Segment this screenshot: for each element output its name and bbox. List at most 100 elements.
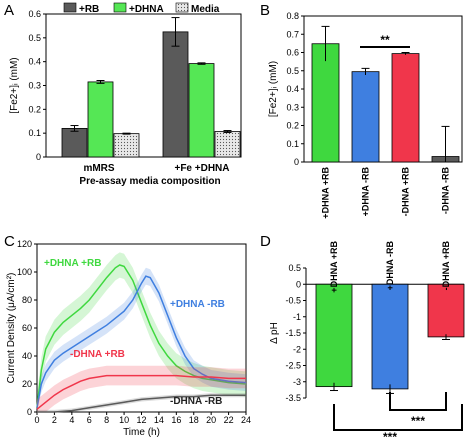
y-tick-label: 0.7 bbox=[286, 29, 299, 39]
x-tick-label: 20 bbox=[206, 415, 216, 425]
category-label: +DHNA -RB bbox=[385, 241, 395, 291]
bar bbox=[188, 63, 215, 158]
category-label: -DHNA +RB bbox=[441, 241, 451, 291]
y-tick-label: 0.1 bbox=[286, 139, 299, 149]
y-tick-label: 0.5 bbox=[286, 66, 299, 76]
category-label: -DHNA +RB bbox=[401, 167, 411, 217]
y-tick-label: 0 bbox=[294, 157, 299, 167]
y-tick-label: 20 bbox=[22, 379, 32, 389]
error-band bbox=[37, 252, 246, 412]
y-tick-label: -1 bbox=[293, 312, 301, 322]
x-tick-label: 24 bbox=[241, 415, 251, 425]
y-axis-title: Δ pH bbox=[269, 322, 280, 344]
y-tick-label: 80 bbox=[22, 295, 32, 305]
y-tick-label: -3.5 bbox=[285, 393, 301, 403]
bar bbox=[351, 71, 380, 163]
x-tick-label: 0 bbox=[34, 415, 39, 425]
x-tick-label: 10 bbox=[119, 415, 129, 425]
y-tick-label: 100 bbox=[17, 267, 32, 277]
significance-label: *** bbox=[383, 430, 397, 442]
panel-a: A 0 0.1 0.2 0.3 0.4 0.5 0.6 [Fe2+]ᵢ (mM) +RB +DHNA… bbox=[4, 2, 242, 187]
x-tick-label: 2 bbox=[52, 415, 57, 425]
y-tick-label: 0.5 bbox=[28, 33, 41, 43]
legend-swatch bbox=[175, 2, 189, 13]
panel-b: B 0 0.1 0.2 0.3 0.4 0.5 0.6 0.7 0.8 [Fe2+]ᵢ (mM) +D… bbox=[260, 2, 463, 219]
y-tick-label: 0.8 bbox=[286, 11, 299, 21]
bar bbox=[427, 283, 465, 338]
series-line bbox=[36, 275, 247, 408]
bar bbox=[315, 283, 353, 388]
legend-label: +RB bbox=[79, 4, 99, 15]
y-tick-label: 0.3 bbox=[28, 81, 41, 91]
x-axis-title: Time (h) bbox=[123, 427, 160, 438]
bar bbox=[61, 127, 88, 158]
panel-letter-d: D bbox=[260, 233, 271, 250]
x-tick-label: 12 bbox=[136, 415, 146, 425]
significance-bracket bbox=[389, 392, 447, 411]
y-tick-label: -0.5 bbox=[285, 296, 301, 306]
x-tick-label: 8 bbox=[104, 415, 109, 425]
series-label: -DHNA +RB bbox=[70, 349, 125, 360]
significance-label: ** bbox=[380, 33, 390, 47]
series-label: -DHNA -RB bbox=[170, 396, 222, 407]
y-axis-title: [Fe2+]ᵢ (mM) bbox=[9, 57, 20, 113]
x-tick-label: 14 bbox=[154, 415, 164, 425]
y-tick-label: 0.2 bbox=[28, 104, 41, 114]
y-axis-title: Current Density (μA/cm²) bbox=[6, 273, 17, 384]
category-label: -DHNA -RB bbox=[441, 167, 451, 215]
bar bbox=[311, 43, 340, 163]
x-tick-label: 16 bbox=[171, 415, 181, 425]
y-axis-title: [Fe2+]ᵢ (mM) bbox=[268, 61, 279, 117]
y-tick-label: 0.2 bbox=[286, 121, 299, 131]
bar bbox=[113, 133, 140, 158]
y-tick-label: 0.4 bbox=[28, 57, 41, 67]
significance-bracket bbox=[333, 404, 463, 431]
bar bbox=[87, 81, 114, 158]
y-tick-label: 0.6 bbox=[28, 9, 41, 19]
series-label: +DHNA -RB bbox=[170, 299, 225, 310]
series-label: +DHNA +RB bbox=[44, 258, 101, 269]
series-line bbox=[36, 264, 247, 408]
category-label: +DHNA +RB bbox=[321, 167, 331, 219]
panel-letter-c: C bbox=[4, 233, 15, 250]
panel-letter-b: B bbox=[260, 2, 270, 19]
panel-d: D 0.5 0 -0.5 -1 -1.5 -2 -2.5 -3 -3.5 Δ pH +DHNA +RB… bbox=[260, 233, 465, 442]
y-tick-label: 120 bbox=[17, 239, 32, 249]
category-label: +DHNA -RB bbox=[361, 167, 371, 217]
bar bbox=[162, 31, 189, 158]
legend-swatch bbox=[63, 2, 77, 13]
category-label: mMRS bbox=[83, 163, 114, 174]
y-tick-label: 60 bbox=[22, 323, 32, 333]
y-tick-label: 0.4 bbox=[286, 84, 299, 94]
y-tick-label: 0 bbox=[296, 279, 301, 289]
significance-label: *** bbox=[411, 414, 425, 428]
y-tick-label: -2.5 bbox=[285, 361, 301, 371]
bar bbox=[391, 53, 420, 163]
legend-swatch bbox=[113, 2, 127, 13]
y-tick-label: 0 bbox=[36, 152, 41, 162]
x-tick-label: 6 bbox=[87, 415, 92, 425]
legend-label: +DHNA bbox=[129, 4, 164, 15]
y-tick-label: -3 bbox=[293, 377, 301, 387]
legend-label: Media bbox=[191, 4, 220, 15]
y-tick-label: 0.3 bbox=[286, 102, 299, 112]
series-line bbox=[37, 394, 246, 413]
y-tick-label: 0.1 bbox=[28, 128, 41, 138]
y-tick-label: 0.6 bbox=[286, 48, 299, 58]
panel-letter-a: A bbox=[4, 2, 14, 19]
x-axis-title: Pre-assay media composition bbox=[79, 176, 220, 187]
y-tick-label: 0 bbox=[27, 407, 32, 417]
y-tick-label: 0.5 bbox=[288, 263, 301, 273]
error-band bbox=[37, 267, 246, 412]
y-tick-label: -1.5 bbox=[285, 328, 301, 338]
series-line bbox=[36, 374, 246, 410]
category-label: +DHNA +RB bbox=[329, 241, 339, 293]
x-tick-label: 18 bbox=[189, 415, 199, 425]
y-tick-label: -2 bbox=[293, 344, 301, 354]
bar bbox=[371, 283, 409, 390]
x-tick-label: 4 bbox=[69, 415, 74, 425]
bar bbox=[214, 131, 241, 158]
y-tick-label: 40 bbox=[22, 351, 32, 361]
